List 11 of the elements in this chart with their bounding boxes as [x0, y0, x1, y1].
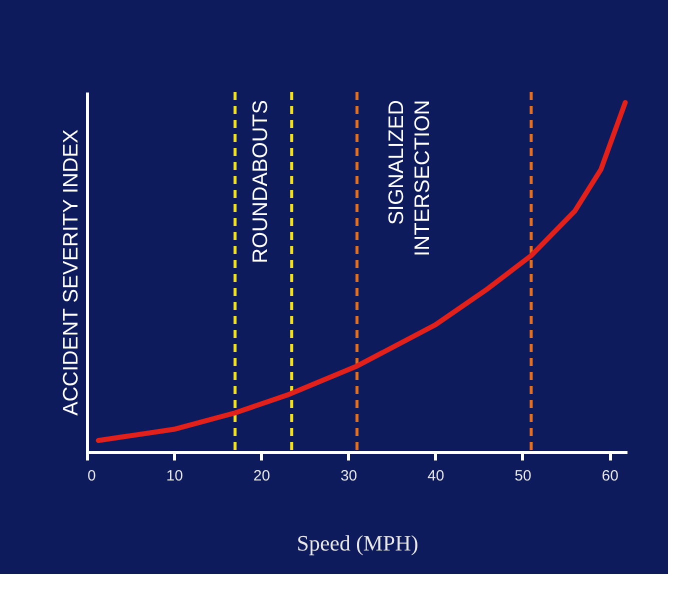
x-tick-label: 40	[428, 468, 444, 484]
ref-line-label: ROUNDABOUTS	[249, 100, 272, 264]
x-tick-label: 10	[166, 468, 183, 484]
y-axis-title: ACCIDENT SEVERITY INDEX	[60, 129, 82, 416]
x-axis-title: Speed (MPH)	[296, 530, 418, 556]
x-tick-label: 0	[88, 468, 96, 484]
ref-line-label: SIGNALIZED INTERSECTION	[385, 100, 434, 256]
x-tick-label: 60	[602, 468, 618, 484]
x-tick-label: 50	[514, 468, 532, 484]
x-tick-label: 30	[340, 468, 358, 484]
x-tick-label: 20	[253, 468, 270, 484]
